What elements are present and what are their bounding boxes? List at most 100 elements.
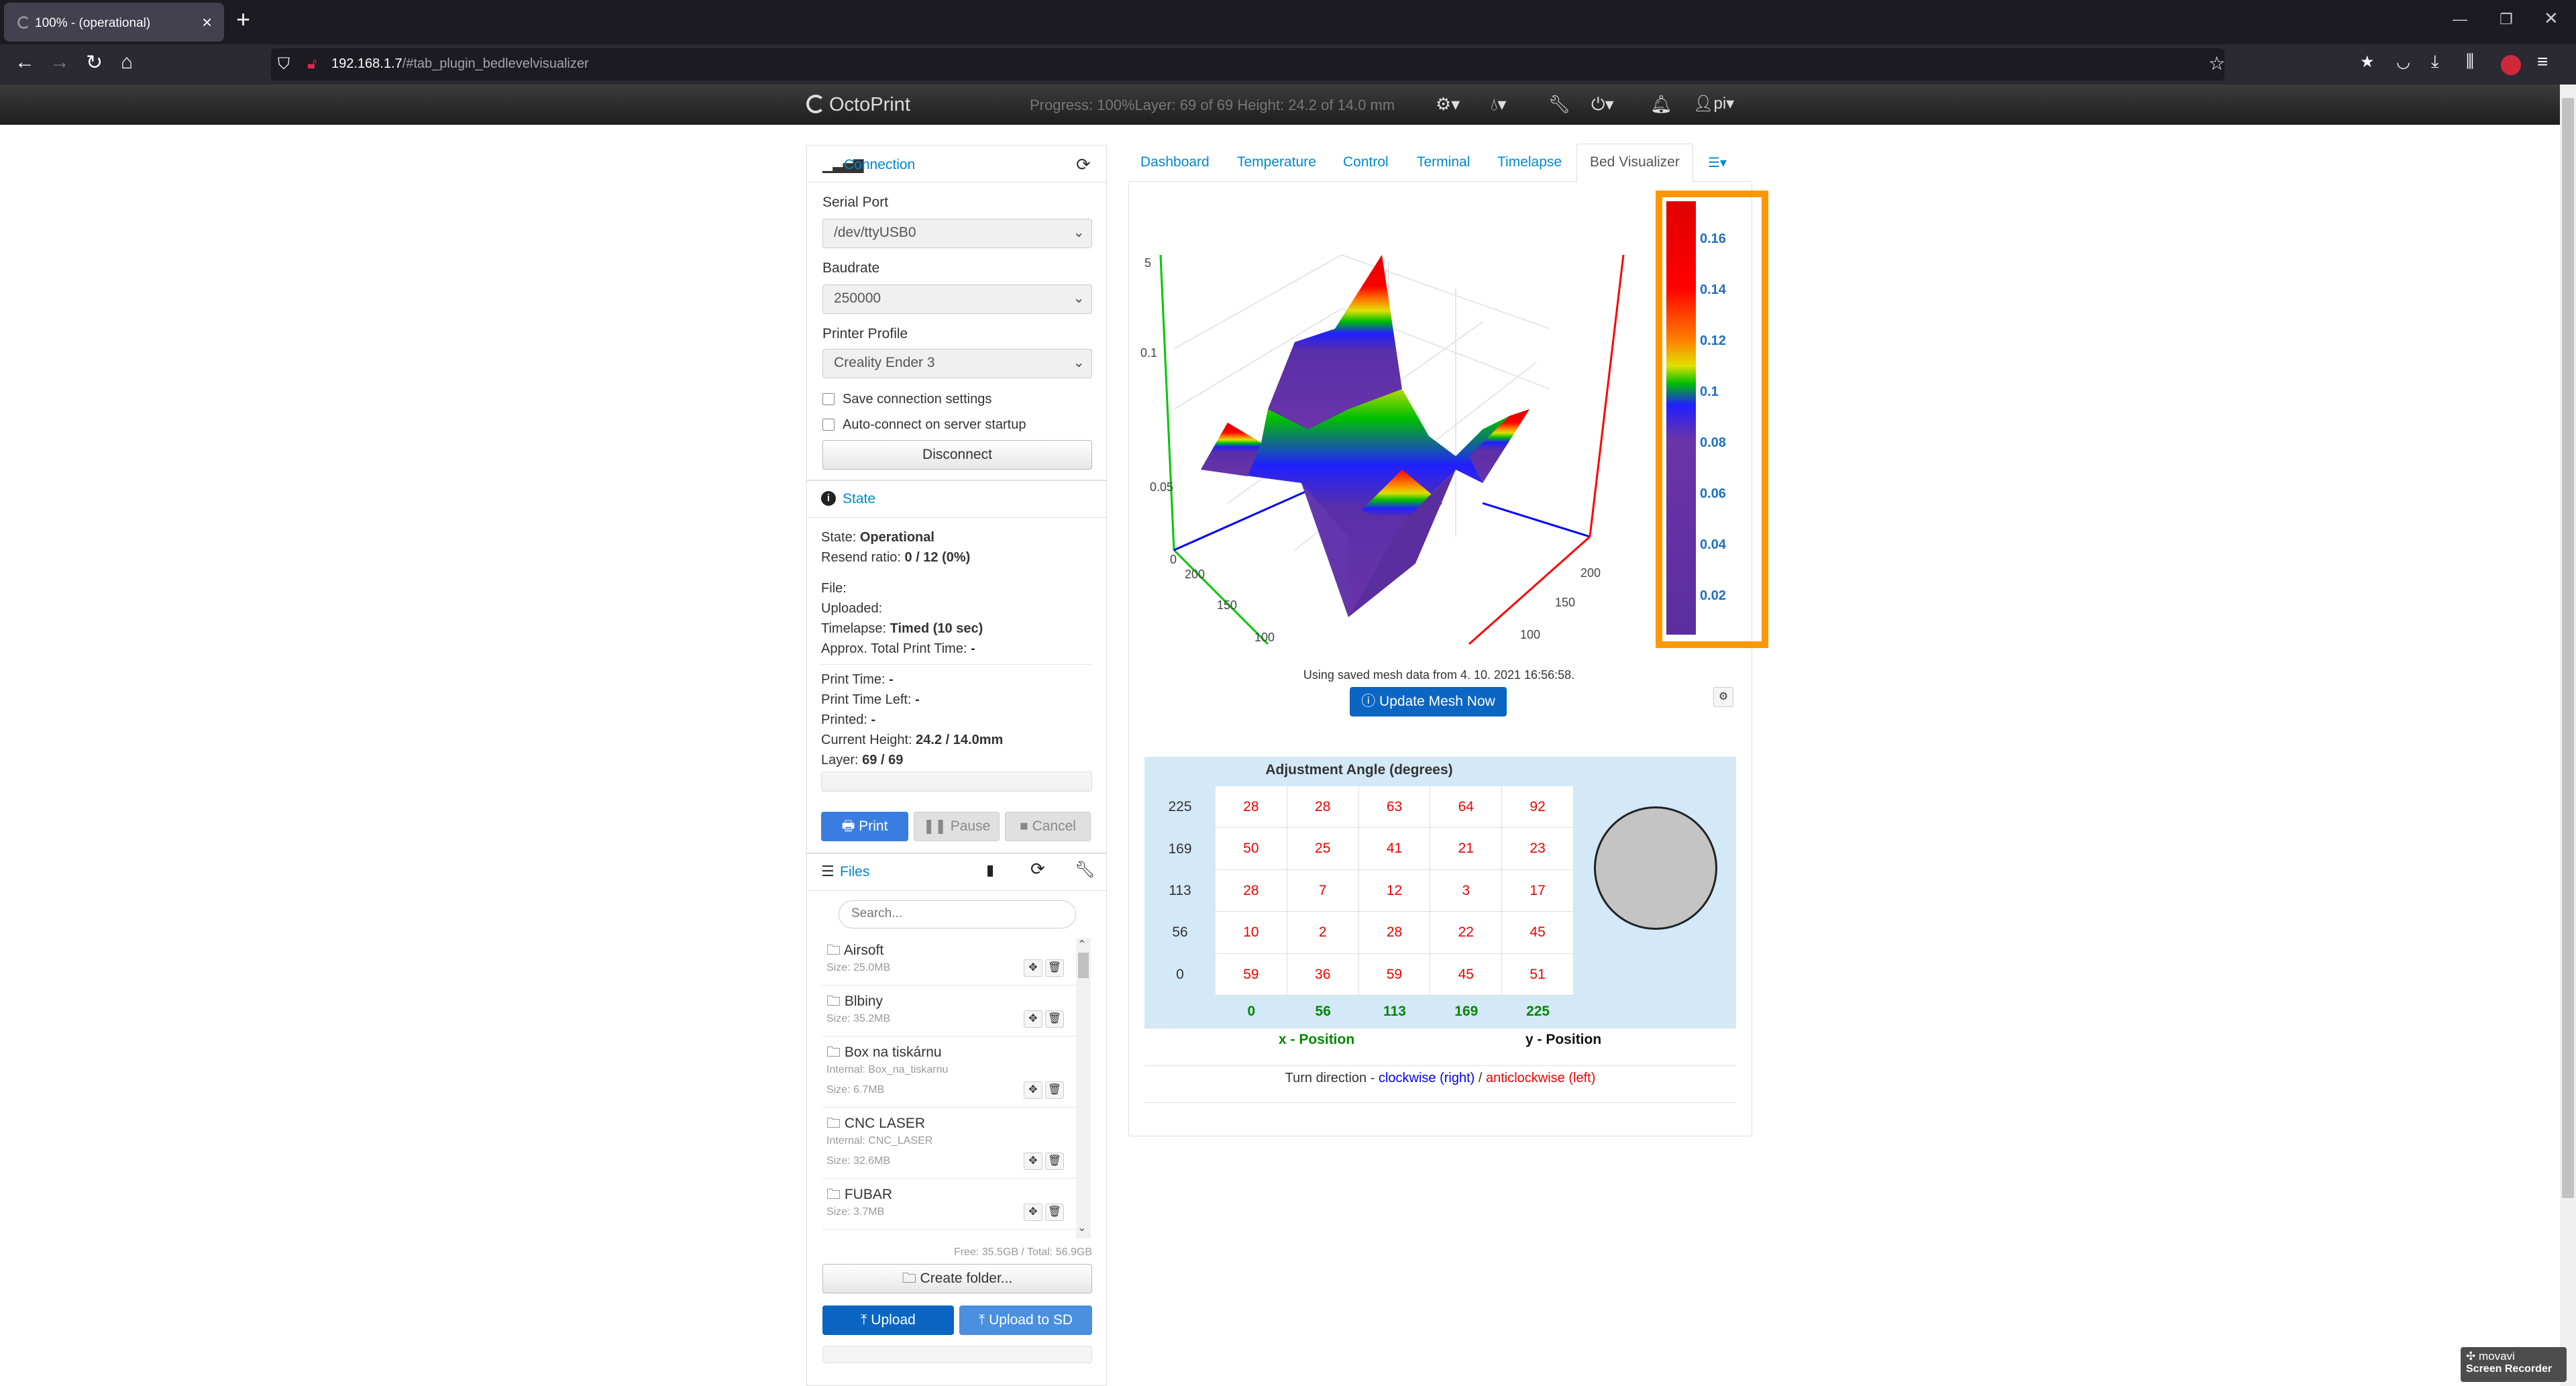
scroll-down-icon[interactable]: ⌄ (1077, 1222, 1087, 1234)
adjustment-cell: 63 (1358, 786, 1431, 829)
update-mesh-button[interactable]: ⓘ Update Mesh Now (1350, 687, 1507, 716)
save-connection-checkbox[interactable] (822, 393, 835, 405)
power-icon[interactable]: ⏻▾ (1591, 94, 1614, 114)
tab-dashboard[interactable]: Dashboard (1140, 154, 1210, 170)
scroll-up-icon[interactable]: ⌃ (1077, 939, 1087, 951)
minimize-icon[interactable]: — (2453, 11, 2467, 28)
file-size: Size: 6.7MB (826, 1084, 885, 1096)
save-connection-label[interactable]: Save connection settings (843, 392, 992, 407)
z-axis-line (1159, 254, 1175, 551)
disconnect-button[interactable]: Disconnect (822, 440, 1092, 470)
list-item[interactable]: 🗀︎ Box na tiskárnu (826, 1045, 942, 1060)
close-window-icon[interactable]: ✕ (2544, 8, 2559, 28)
insecure-lock-icon[interactable]: 🔓︎ (307, 55, 317, 72)
state-line: State: Operational (821, 530, 934, 545)
tab-temperature[interactable]: Temperature (1237, 154, 1316, 170)
mesh-3d-plot[interactable]: 5 0.1 0.05 0 200 150 100 200 150 100 (1134, 188, 1644, 657)
pause-button[interactable]: ❚❚ Pause (914, 812, 1000, 841)
new-tab-icon[interactable]: + (236, 5, 251, 33)
url-bar[interactable] (271, 48, 2224, 81)
files-settings-icon[interactable]: 🔧︎ (1075, 861, 1095, 879)
tab-control[interactable]: Control (1343, 154, 1389, 170)
url-text[interactable]: 192.168.1.7/#tab_plugin_bedlevelvisualiz… (331, 56, 589, 71)
upload-button[interactable]: ⤒ Upload (822, 1305, 954, 1335)
wrench-icon[interactable]: 🔧︎ (1548, 94, 1571, 114)
connection-title[interactable]: Connection (844, 157, 916, 172)
list-item[interactable]: 🗀︎ Airsoft (826, 943, 884, 958)
files-header[interactable] (806, 853, 1107, 891)
restore-icon[interactable]: ❐ (2500, 11, 2513, 28)
home-icon[interactable]: ⌂ (121, 51, 133, 73)
auto-connect-checkbox[interactable] (822, 419, 835, 431)
sd-card-icon[interactable]: ▮ (986, 861, 995, 878)
upload-sd-button[interactable]: ⤒ Upload to SD (959, 1305, 1092, 1335)
user-menu[interactable]: 👤︎pi▾ (1693, 95, 1735, 113)
file-list-scrollbar[interactable] (1076, 938, 1091, 1238)
list-item[interactable]: 🗀︎ FUBAR (826, 1187, 893, 1202)
adblock-icon[interactable] (2501, 55, 2521, 75)
browser-tab[interactable]: 100% - (operational) × (4, 3, 224, 42)
trash-icon[interactable]: 🗑︎ (1045, 1204, 1064, 1221)
close-tab-icon[interactable]: × (202, 12, 213, 32)
file-list-scroll-thumb[interactable] (1078, 953, 1089, 978)
turn-direction-row (1144, 1065, 1736, 1103)
trash-icon[interactable]: 🗑︎ (1045, 1153, 1064, 1170)
trash-icon[interactable]: 🗑︎ (1045, 959, 1064, 977)
reload-icon[interactable]: ↻ (86, 52, 103, 74)
adjustment-cell: 59 (1358, 953, 1431, 996)
tab-bed-visualizer-box[interactable] (1576, 144, 1693, 182)
move-icon[interactable]: ✥ (1024, 1081, 1042, 1099)
move-icon[interactable]: ✥ (1024, 1153, 1042, 1170)
trash-icon[interactable]: 🗑︎ (1045, 1010, 1064, 1028)
refresh-connection-icon[interactable]: ⟳ (1076, 154, 1091, 174)
tab-terminal[interactable]: Terminal (1417, 154, 1470, 170)
collections-icon[interactable]: ★ (2360, 53, 2375, 71)
trash-icon[interactable]: 🗑︎ (1045, 1081, 1064, 1099)
tabs-overflow-icon[interactable]: ☰▾ (1708, 156, 1727, 170)
adjustment-cell: 3 (1430, 869, 1503, 912)
state-title[interactable]: State (843, 491, 876, 507)
y-tick-label: 100 (1254, 631, 1275, 644)
adjustment-cell: 45 (1502, 912, 1574, 954)
file-search-field[interactable] (851, 901, 1066, 926)
adjustment-cell: 45 (1430, 953, 1503, 996)
x-axis-line (1482, 502, 1591, 538)
octoprint-brand[interactable]: OctoPrint (806, 94, 910, 116)
bell-icon[interactable]: 🔔︎ (1650, 94, 1673, 114)
auto-connect-label[interactable]: Auto-connect on server startup (843, 417, 1026, 432)
serial-port-select[interactable]: /dev/ttyUSB0 ⌄ (822, 219, 1092, 248)
forward-icon[interactable]: → (50, 51, 70, 73)
list-item[interactable]: 🗀︎ Blbiny (826, 994, 883, 1009)
tab-timelapse[interactable]: Timelapse (1497, 154, 1562, 170)
printer-profile-select[interactable]: Creality Ender 3 ⌄ (822, 349, 1092, 378)
colorbar (1666, 201, 1696, 635)
back-icon[interactable]: ← (15, 51, 35, 73)
refresh-files-icon[interactable]: ⟳ (1030, 859, 1045, 879)
connection-header[interactable] (806, 145, 1107, 182)
page-scrollbar-thumb[interactable] (2562, 98, 2574, 1198)
list-item[interactable]: 🗀︎ CNC LASER (826, 1116, 926, 1131)
file-search-input[interactable] (839, 900, 1076, 928)
pocket-icon[interactable]: ◡ (2396, 53, 2410, 71)
visualizer-settings-icon[interactable]: ⚙ (1713, 687, 1733, 707)
library-icon[interactable]: ⫼ (2466, 51, 2474, 71)
cancel-button[interactable]: ■ Cancel (1005, 812, 1091, 841)
state-header[interactable] (806, 480, 1107, 518)
menu-icon[interactable]: ≡ (2537, 51, 2548, 72)
system-settings-icon[interactable]: ⚙▾ (1436, 94, 1460, 114)
shield-icon[interactable]: ⛉ (278, 55, 290, 73)
baudrate-select[interactable]: 250000 ⌄ (822, 284, 1092, 314)
folder-icon: 🗀︎ (826, 943, 844, 958)
download-icon[interactable]: ⤓ (2431, 51, 2439, 71)
filament-icon[interactable]: 💧︎▾ (1491, 94, 1507, 114)
create-folder-button[interactable]: 🗀︎ Create folder... (822, 1264, 1092, 1293)
files-title[interactable]: Files (840, 864, 870, 879)
move-icon[interactable]: ✥ (1024, 1010, 1042, 1028)
bookmark-star-icon[interactable]: ☆ (2208, 53, 2226, 74)
move-icon[interactable]: ✥ (1024, 1204, 1042, 1221)
move-icon[interactable]: ✥ (1024, 959, 1042, 977)
colorbar-tick-label: 0.1 (1700, 384, 1719, 399)
print-button[interactable]: 🖶︎ Print (821, 812, 908, 841)
folder-icon: 🗀︎ (826, 994, 845, 1009)
tab-bed-visualizer[interactable]: Bed Visualizer (1590, 154, 1680, 170)
